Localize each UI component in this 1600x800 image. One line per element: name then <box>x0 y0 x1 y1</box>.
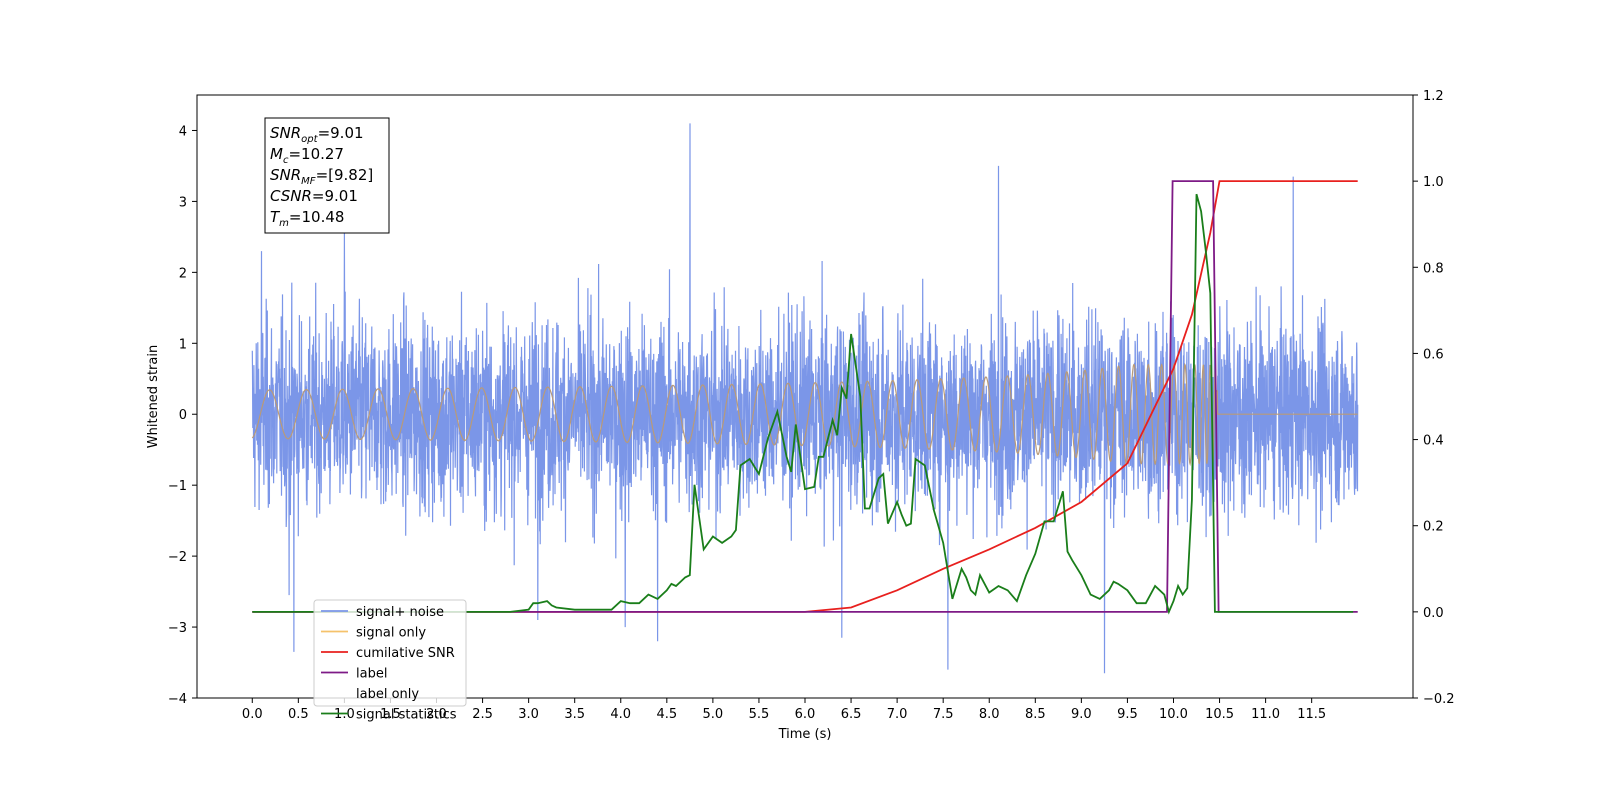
y-left-tick-label: −2 <box>168 550 187 565</box>
signal-statistics-line <box>252 193 1354 615</box>
signal-noise-series <box>251 123 1359 674</box>
x-tick-label: 4.0 <box>610 707 631 722</box>
x-tick-label: 1.0 <box>334 707 355 722</box>
x-tick-label: 4.5 <box>656 707 677 722</box>
legend-label: cumilative SNR <box>356 646 455 661</box>
x-tick-label: 3.5 <box>564 707 585 722</box>
annotation-line: CSNR=9.01 <box>270 187 358 205</box>
x-tick-label: 0.0 <box>242 707 263 722</box>
legend-label: label only <box>356 687 419 702</box>
y-left-tick-label: 4 <box>179 124 187 139</box>
legend-frame <box>313 599 467 707</box>
x-tick-label: 6.0 <box>795 707 816 722</box>
y-right-tick-label: −0.2 <box>1423 692 1455 707</box>
x-tick-label: 8.0 <box>979 707 1000 722</box>
x-tick-label: 1.5 <box>380 707 401 722</box>
x-tick-label: 0.5 <box>288 707 309 722</box>
annotation-line: SNRopt=9.01 <box>270 124 364 145</box>
x-tick-label: 9.0 <box>1071 707 1092 722</box>
legend: signal+ noise signal only cumilative SNR la… <box>313 599 467 723</box>
legend-label: label <box>356 667 387 682</box>
x-tick-label: 10.5 <box>1205 707 1234 722</box>
annotation-line: Mc=10.27 <box>270 145 344 166</box>
cumilative-snr-line <box>252 180 1358 613</box>
y-left-tick-label: 2 <box>179 266 187 281</box>
y-axis-label: Whitened strain <box>146 345 161 448</box>
x-tick-label: 3.0 <box>518 707 539 722</box>
annotation-box-frame <box>264 117 390 234</box>
x-axis-label: Time (s) <box>778 727 832 742</box>
y-right-tick-label: 1.2 <box>1423 89 1444 104</box>
x-tick-label: 7.5 <box>933 707 954 722</box>
y-axis-left-ticks: −4 −3 −2 −1 0 1 2 3 4 <box>168 124 197 707</box>
y-left-tick-label: 1 <box>179 337 187 352</box>
annotation-line: Tm=10.48 <box>270 208 344 229</box>
y-left-tick-label: −3 <box>168 621 187 636</box>
x-tick-label: 11.5 <box>1297 707 1326 722</box>
x-tick-label: 7.0 <box>887 707 908 722</box>
x-tick-label: 10.0 <box>1159 707 1188 722</box>
y-left-tick-label: 3 <box>179 195 187 210</box>
legend-label: signal only <box>356 626 426 641</box>
y-right-tick-label: 0.0 <box>1423 606 1444 621</box>
y-right-tick-label: 1.0 <box>1423 175 1444 190</box>
y-axis-right-ticks: −0.2 0.0 0.2 0.4 0.6 0.8 1.0 1.2 <box>1413 89 1455 707</box>
x-tick-label: 5.5 <box>749 707 770 722</box>
metrics-annotation-box: SNRopt=9.01Mc=10.27SNRMF=[9.82]CSNR=9.01… <box>264 117 390 234</box>
x-tick-label: 6.5 <box>841 707 862 722</box>
y-left-tick-label: 0 <box>179 408 187 423</box>
legend-label: signal statistics <box>356 708 457 723</box>
y-right-tick-label: 0.6 <box>1423 347 1444 362</box>
x-tick-label: 2.0 <box>426 707 447 722</box>
line-series <box>252 180 1358 615</box>
y-right-tick-label: 0.2 <box>1423 520 1444 535</box>
x-tick-label: 11.0 <box>1251 707 1280 722</box>
x-tick-label: 8.5 <box>1025 707 1046 722</box>
legend-label: signal+ noise <box>356 605 444 620</box>
annotation-line: SNRMF=[9.82] <box>270 166 373 187</box>
x-tick-label: 2.5 <box>472 707 493 722</box>
y-left-tick-label: −4 <box>168 692 187 707</box>
x-tick-label: 9.5 <box>1117 707 1138 722</box>
y-left-tick-label: −1 <box>168 479 187 494</box>
y-right-tick-label: 0.8 <box>1423 261 1444 276</box>
x-tick-label: 5.0 <box>703 707 724 722</box>
signal-noise-line <box>251 123 1359 674</box>
y-right-tick-label: 0.4 <box>1423 434 1444 449</box>
x-axis-ticks: 0.0 0.5 1.0 1.5 2.0 2.5 3.0 3.5 4.0 4.5 5.0 5.5 6.0 6… <box>242 698 1326 722</box>
